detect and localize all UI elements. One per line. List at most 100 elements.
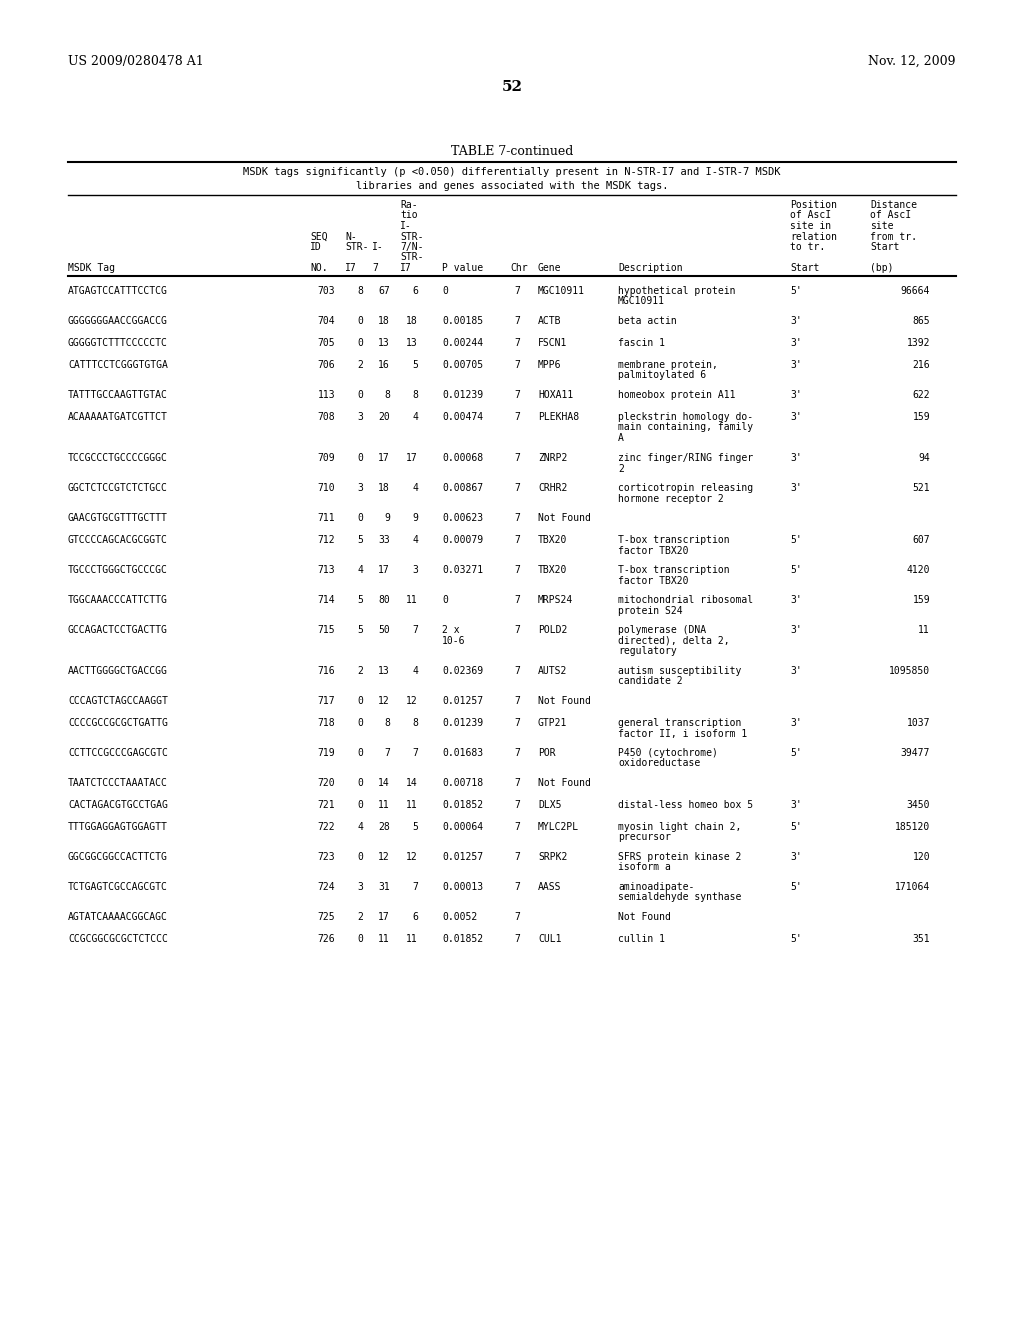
Text: P value: P value bbox=[442, 263, 483, 273]
Text: 7: 7 bbox=[412, 624, 418, 635]
Text: AUTS2: AUTS2 bbox=[538, 667, 567, 676]
Text: 0: 0 bbox=[357, 338, 362, 348]
Text: 0.03271: 0.03271 bbox=[442, 565, 483, 576]
Text: MSDK tags significantly (p <0.050) differentially present in N-STR-I7 and I-STR-: MSDK tags significantly (p <0.050) diffe… bbox=[244, 168, 780, 177]
Text: 0.00064: 0.00064 bbox=[442, 822, 483, 832]
Text: 7: 7 bbox=[514, 483, 520, 492]
Text: ACAAAAATGATCGTTCT: ACAAAAATGATCGTTCT bbox=[68, 412, 168, 422]
Text: 0: 0 bbox=[357, 851, 362, 862]
Text: STR-: STR- bbox=[345, 242, 369, 252]
Text: 0.00185: 0.00185 bbox=[442, 315, 483, 326]
Text: 0: 0 bbox=[357, 777, 362, 788]
Text: 39477: 39477 bbox=[901, 748, 930, 758]
Text: 7: 7 bbox=[514, 777, 520, 788]
Text: 12: 12 bbox=[378, 851, 390, 862]
Text: 159: 159 bbox=[912, 412, 930, 422]
Text: 0.00068: 0.00068 bbox=[442, 453, 483, 463]
Text: 4: 4 bbox=[412, 535, 418, 545]
Text: 4: 4 bbox=[357, 822, 362, 832]
Text: 0.00474: 0.00474 bbox=[442, 412, 483, 422]
Text: 3': 3' bbox=[790, 851, 802, 862]
Text: 8: 8 bbox=[357, 286, 362, 296]
Text: 18: 18 bbox=[378, 315, 390, 326]
Text: Not Found: Not Found bbox=[538, 696, 591, 706]
Text: autism susceptibility: autism susceptibility bbox=[618, 667, 741, 676]
Text: MSDK Tag: MSDK Tag bbox=[68, 263, 115, 273]
Text: 607: 607 bbox=[912, 535, 930, 545]
Text: GGGGGTCTTTCCCCCTC: GGGGGTCTTTCCCCCTC bbox=[68, 338, 168, 348]
Text: 713: 713 bbox=[317, 565, 335, 576]
Text: GAACGTGCGTTTGCTTT: GAACGTGCGTTTGCTTT bbox=[68, 513, 168, 523]
Text: pleckstrin homology do-: pleckstrin homology do- bbox=[618, 412, 753, 422]
Text: 7: 7 bbox=[514, 513, 520, 523]
Text: myosin light chain 2,: myosin light chain 2, bbox=[618, 822, 741, 832]
Text: 0.00623: 0.00623 bbox=[442, 513, 483, 523]
Text: factor TBX20: factor TBX20 bbox=[618, 545, 688, 556]
Text: 9: 9 bbox=[384, 513, 390, 523]
Text: 3': 3' bbox=[790, 718, 802, 729]
Text: 3': 3' bbox=[790, 389, 802, 400]
Text: 7: 7 bbox=[384, 748, 390, 758]
Text: AGTATCAAAACGGCAGC: AGTATCAAAACGGCAGC bbox=[68, 912, 168, 921]
Text: 3: 3 bbox=[357, 412, 362, 422]
Text: 7: 7 bbox=[412, 748, 418, 758]
Text: 717: 717 bbox=[317, 696, 335, 706]
Text: 718: 718 bbox=[317, 718, 335, 729]
Text: aminoadipate-: aminoadipate- bbox=[618, 882, 694, 892]
Text: 0: 0 bbox=[442, 286, 447, 296]
Text: 80: 80 bbox=[378, 595, 390, 605]
Text: corticotropin releasing: corticotropin releasing bbox=[618, 483, 753, 492]
Text: 3': 3' bbox=[790, 483, 802, 492]
Text: 13: 13 bbox=[378, 667, 390, 676]
Text: 11: 11 bbox=[407, 800, 418, 810]
Text: (bp): (bp) bbox=[870, 263, 894, 273]
Text: I-: I- bbox=[400, 220, 412, 231]
Text: semialdehyde synthase: semialdehyde synthase bbox=[618, 892, 741, 903]
Text: POLD2: POLD2 bbox=[538, 624, 567, 635]
Text: 3': 3' bbox=[790, 624, 802, 635]
Text: main containing, family: main containing, family bbox=[618, 422, 753, 433]
Text: CRHR2: CRHR2 bbox=[538, 483, 567, 492]
Text: 7: 7 bbox=[514, 624, 520, 635]
Text: 5': 5' bbox=[790, 565, 802, 576]
Text: site in: site in bbox=[790, 220, 831, 231]
Text: N-: N- bbox=[345, 231, 356, 242]
Text: 7: 7 bbox=[514, 822, 520, 832]
Text: 2: 2 bbox=[357, 912, 362, 921]
Text: 7: 7 bbox=[514, 389, 520, 400]
Text: 0.01683: 0.01683 bbox=[442, 748, 483, 758]
Text: 0: 0 bbox=[442, 595, 447, 605]
Text: CUL1: CUL1 bbox=[538, 935, 561, 944]
Text: 0: 0 bbox=[357, 513, 362, 523]
Text: ACTB: ACTB bbox=[538, 315, 561, 326]
Text: 67: 67 bbox=[378, 286, 390, 296]
Text: PLEKHA8: PLEKHA8 bbox=[538, 412, 580, 422]
Text: 5': 5' bbox=[790, 935, 802, 944]
Text: 16: 16 bbox=[378, 360, 390, 370]
Text: CCCCGCCGCGCTGATTG: CCCCGCCGCGCTGATTG bbox=[68, 718, 168, 729]
Text: 159: 159 bbox=[912, 595, 930, 605]
Text: Start: Start bbox=[870, 242, 899, 252]
Text: 6: 6 bbox=[412, 286, 418, 296]
Text: 0.0052: 0.0052 bbox=[442, 912, 477, 921]
Text: P450 (cytochrome): P450 (cytochrome) bbox=[618, 748, 718, 758]
Text: 171064: 171064 bbox=[895, 882, 930, 892]
Text: Not Found: Not Found bbox=[538, 513, 591, 523]
Text: Description: Description bbox=[618, 263, 683, 273]
Text: 12: 12 bbox=[407, 696, 418, 706]
Text: MGC10911: MGC10911 bbox=[618, 297, 665, 306]
Text: ID: ID bbox=[310, 242, 322, 252]
Text: 4120: 4120 bbox=[906, 565, 930, 576]
Text: CCCAGTCTAGCCAAGGT: CCCAGTCTAGCCAAGGT bbox=[68, 696, 168, 706]
Text: 5': 5' bbox=[790, 822, 802, 832]
Text: 12: 12 bbox=[378, 696, 390, 706]
Text: zinc finger/RING finger: zinc finger/RING finger bbox=[618, 453, 753, 463]
Text: CATTTCCTCGGGTGTGA: CATTTCCTCGGGTGTGA bbox=[68, 360, 168, 370]
Text: 7: 7 bbox=[514, 535, 520, 545]
Text: GGCGGCGGCCACTTCTG: GGCGGCGGCCACTTCTG bbox=[68, 851, 168, 862]
Text: 0.01239: 0.01239 bbox=[442, 389, 483, 400]
Text: SFRS protein kinase 2: SFRS protein kinase 2 bbox=[618, 851, 741, 862]
Text: MGC10911: MGC10911 bbox=[538, 286, 585, 296]
Text: Start: Start bbox=[790, 263, 819, 273]
Text: regulatory: regulatory bbox=[618, 645, 677, 656]
